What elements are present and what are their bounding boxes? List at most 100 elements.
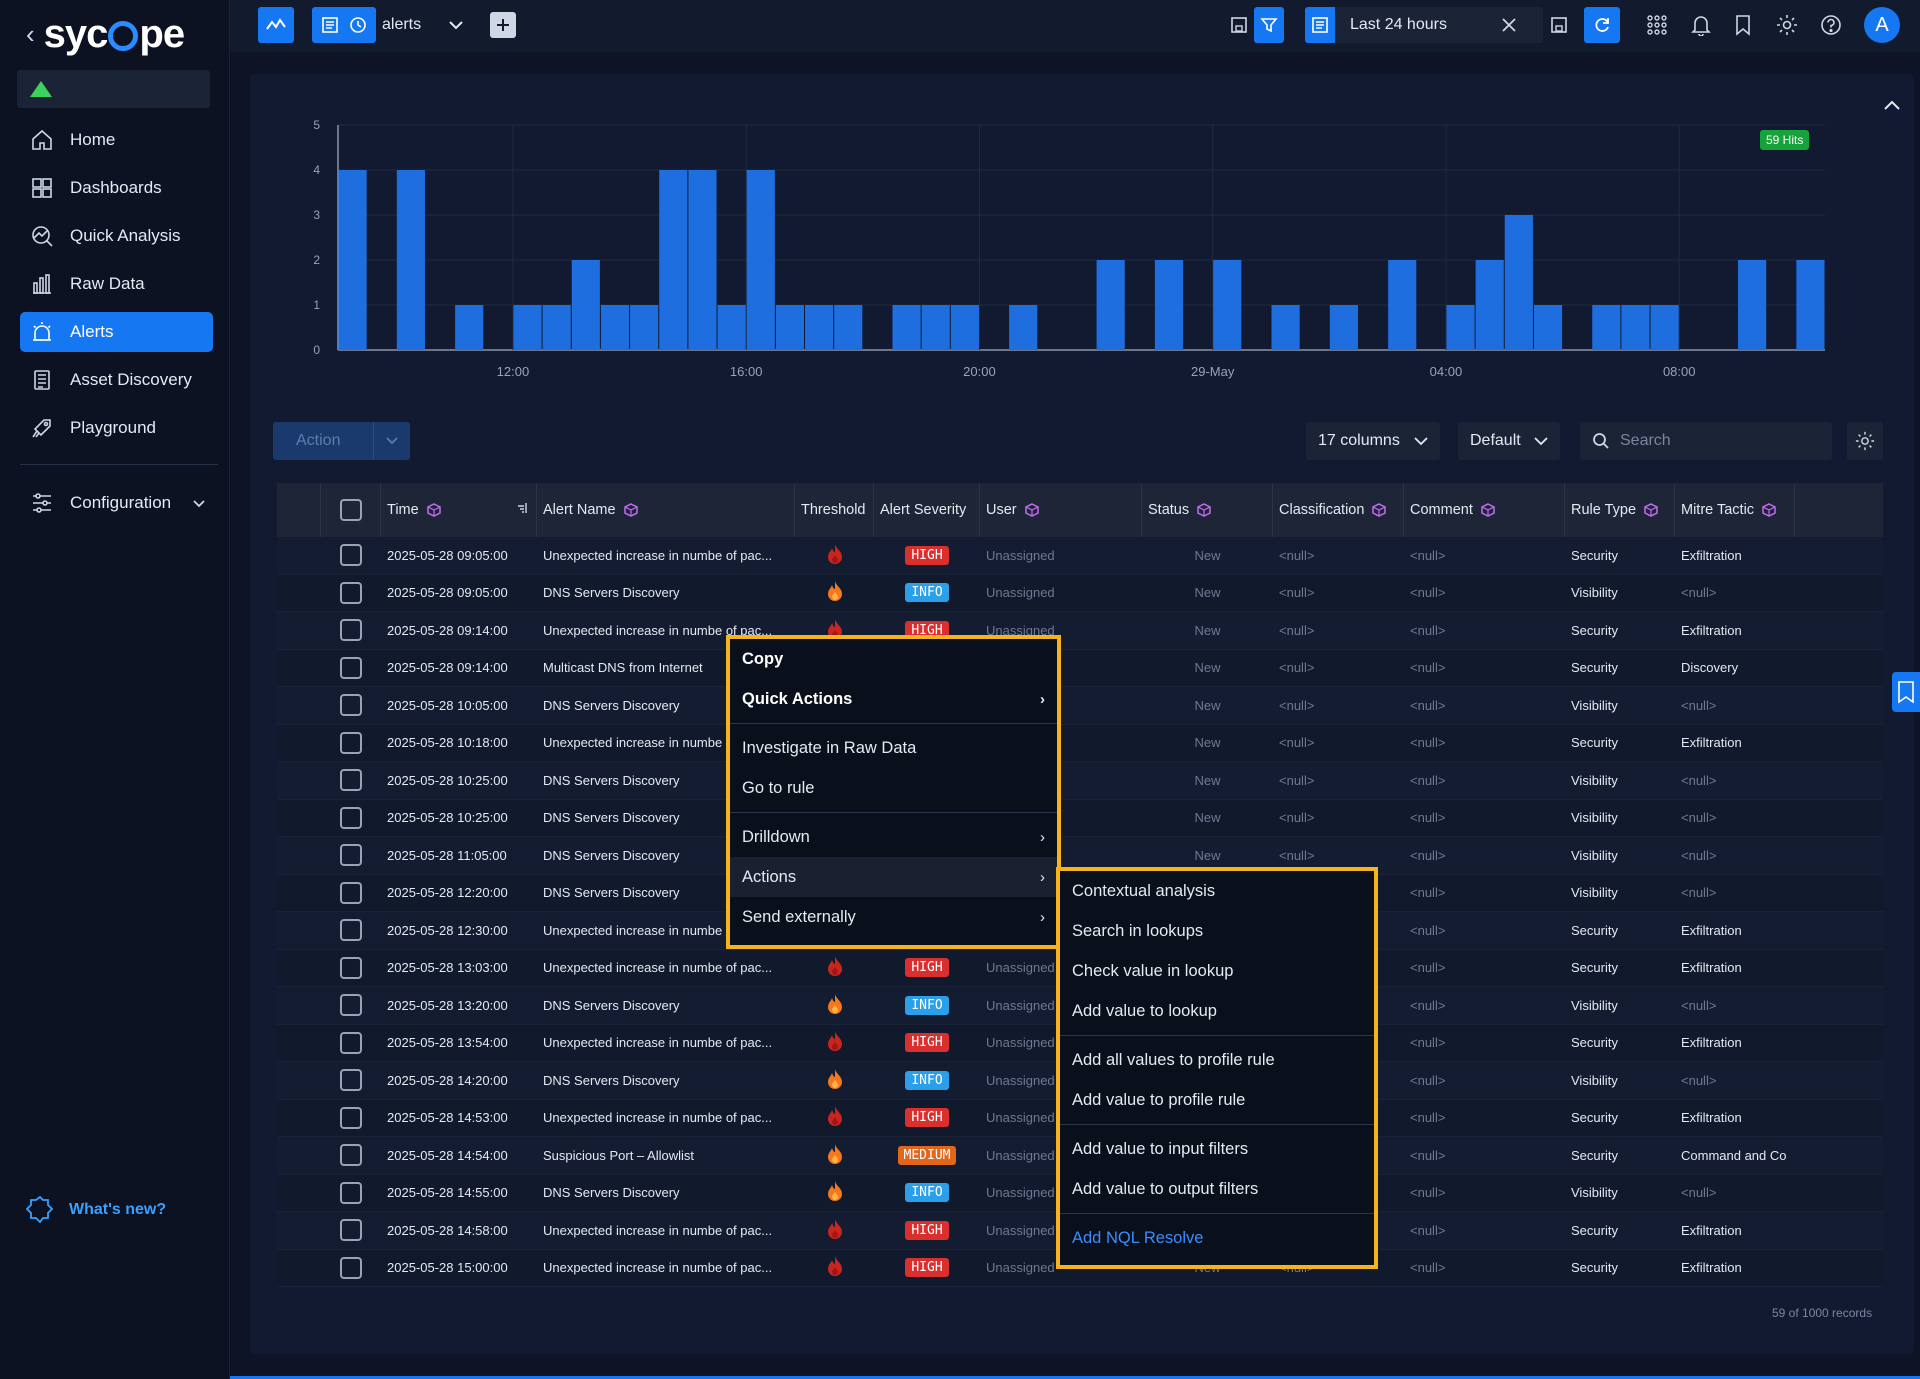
cell-rule-type[interactable]: Security [1571, 735, 1618, 751]
menu-item-drilldown[interactable]: Drilldown › [730, 817, 1057, 857]
table-row[interactable]: 2025-05-28 10:18:00 Unexpected increase i… [277, 724, 1883, 762]
row-checkbox[interactable] [340, 1106, 362, 1129]
table-settings-button[interactable] [1847, 422, 1883, 460]
cell-alert-name[interactable]: Suspicious Port – Allowlist [543, 1147, 695, 1163]
select-all-checkbox[interactable] [339, 499, 362, 521]
table-row[interactable]: 2025-05-28 09:05:00 DNS Servers Discovery… [277, 574, 1883, 612]
cell-comment[interactable]: <null> [1410, 1260, 1446, 1276]
row-checkbox[interactable] [340, 1069, 362, 1092]
cell-comment[interactable]: <null> [1410, 1110, 1446, 1126]
sidebar-item-home[interactable]: Home [20, 120, 213, 160]
cell-alert-severity[interactable]: HIGH [874, 537, 980, 575]
chart-bar[interactable] [455, 305, 484, 350]
chart-bar[interactable] [1213, 260, 1242, 350]
row-checkbox[interactable] [340, 806, 362, 829]
cell-alert-severity[interactable]: HIGH [874, 1249, 980, 1287]
menu-item-investigate[interactable]: Investigate in Raw Data [730, 728, 1057, 768]
cell-time[interactable]: 2025-05-28 13:54:00 [387, 1035, 508, 1051]
cell-rule-type[interactable]: Visibility [1571, 585, 1618, 601]
cell-mitre-tactic[interactable]: <null> [1681, 585, 1717, 601]
cell-time[interactable]: 2025-05-28 14:53:00 [387, 1110, 508, 1126]
cell-rule-type[interactable]: Visibility [1571, 885, 1618, 901]
cell-alert-severity[interactable]: HIGH [874, 949, 980, 987]
col-mitre-tactic[interactable]: Mitre Tactic [1675, 483, 1795, 537]
time-range-picker[interactable]: Last 24 hours [1305, 7, 1543, 43]
close-icon[interactable] [1502, 18, 1516, 32]
chart-bar[interactable] [1650, 305, 1679, 350]
bookmarks-button[interactable] [1728, 10, 1758, 40]
cell-time[interactable]: 2025-05-28 13:03:00 [387, 960, 508, 976]
cell-user[interactable]: Unassigned [986, 1072, 1055, 1088]
cell-time[interactable]: 2025-05-28 14:55:00 [387, 1185, 508, 1201]
row-checkbox[interactable] [340, 844, 362, 867]
chart-bar[interactable] [834, 305, 863, 350]
cell-mitre-tactic[interactable]: <null> [1681, 1072, 1717, 1088]
cell-mitre-tactic[interactable]: Exfiltration [1681, 547, 1742, 563]
saved-queries-button[interactable] [312, 7, 376, 43]
cell-threshold[interactable] [795, 537, 874, 575]
cell-user[interactable]: Unassigned [986, 997, 1055, 1013]
cell-user[interactable]: Unassigned [986, 1260, 1055, 1276]
cell-comment[interactable]: <null> [1410, 997, 1446, 1013]
chart-bar[interactable] [805, 305, 834, 350]
chart-bar[interactable] [1329, 305, 1358, 350]
user-avatar[interactable]: A [1864, 7, 1900, 43]
cell-mitre-tactic[interactable]: Exfiltration [1681, 1035, 1742, 1051]
cell-time[interactable]: 2025-05-28 09:14:00 [387, 622, 508, 638]
chart-bar[interactable] [396, 170, 425, 350]
col-rule-type[interactable]: Rule Type [1565, 483, 1675, 537]
cell-rule-type[interactable]: Visibility [1571, 847, 1618, 863]
cell-classification[interactable]: <null> [1279, 810, 1315, 826]
apps-button[interactable] [1642, 10, 1672, 40]
save-query-button[interactable] [1224, 10, 1254, 40]
logo[interactable]: ‹ syc pe [26, 11, 185, 56]
cell-threshold[interactable] [795, 1099, 874, 1137]
cell-rule-type[interactable]: Visibility [1571, 1185, 1618, 1201]
submenu-item-add-value-to-input-filters[interactable]: Add value to input filters [1060, 1129, 1374, 1169]
cell-alert-name[interactable]: Unexpected increase in numbe of pac... [543, 960, 773, 976]
cell-threshold[interactable] [795, 1174, 874, 1212]
cell-mitre-tactic[interactable]: Exfiltration [1681, 735, 1742, 751]
cell-alert-severity[interactable]: HIGH [874, 1099, 980, 1137]
query-selector[interactable]: alerts [382, 7, 502, 43]
cell-time[interactable]: 2025-05-28 15:00:00 [387, 1260, 508, 1276]
menu-item-send-externally[interactable]: Send externally › [730, 897, 1057, 937]
cell-threshold[interactable] [795, 1249, 874, 1287]
cell-threshold[interactable] [795, 1024, 874, 1062]
cell-alert-name[interactable]: DNS Servers Discovery [543, 1185, 680, 1201]
row-checkbox[interactable] [340, 544, 362, 567]
cell-time[interactable]: 2025-05-28 12:30:00 [387, 922, 508, 938]
view-selector[interactable]: Default [1458, 422, 1560, 460]
chart-bar[interactable] [1271, 305, 1300, 350]
cell-status[interactable]: New [1194, 622, 1221, 638]
submenu-item-contextual-analysis[interactable]: Contextual analysis [1060, 871, 1374, 911]
cell-alert-severity[interactable]: INFO [874, 987, 980, 1025]
col-user[interactable]: User [980, 483, 1142, 537]
submenu-item-add-value-to-profile-rule[interactable]: Add value to profile rule [1060, 1080, 1374, 1120]
chart-bar[interactable] [1592, 305, 1621, 350]
cell-comment[interactable]: <null> [1410, 772, 1446, 788]
submenu-item-check-value-in-lookup[interactable]: Check value in lookup [1060, 951, 1374, 991]
menu-item-actions[interactable]: Actions › [730, 857, 1057, 897]
cell-rule-type[interactable]: Visibility [1571, 810, 1618, 826]
submenu-item-add-all-values-to-profile-rule[interactable]: Add all values to profile rule [1060, 1040, 1374, 1080]
cell-threshold[interactable] [795, 1062, 874, 1100]
cell-rule-type[interactable]: Security [1571, 547, 1618, 563]
table-row[interactable]: 2025-05-28 10:05:00 DNS Servers Discovery… [277, 687, 1883, 725]
row-checkbox[interactable] [340, 731, 362, 754]
chart-bar[interactable] [338, 170, 367, 350]
chart-bar[interactable] [1446, 305, 1475, 350]
cell-comment[interactable]: <null> [1410, 585, 1446, 601]
cell-status[interactable]: New [1194, 772, 1221, 788]
col-time[interactable]: Time [381, 483, 537, 537]
cell-comment[interactable]: <null> [1410, 1072, 1446, 1088]
cell-mitre-tactic[interactable]: Exfiltration [1681, 922, 1742, 938]
row-checkbox[interactable] [340, 769, 362, 792]
cell-alert-name[interactable]: DNS Servers Discovery [543, 847, 680, 863]
cell-alert-name[interactable]: Unexpected increase in numbe [543, 735, 723, 751]
submenu-item-search-in-lookups[interactable]: Search in lookups [1060, 911, 1374, 951]
cell-rule-type[interactable]: Visibility [1571, 997, 1618, 1013]
chart-bar[interactable] [571, 260, 600, 350]
cell-alert-severity[interactable]: INFO [874, 574, 980, 612]
cell-alert-name[interactable]: Unexpected increase in numbe [543, 922, 723, 938]
